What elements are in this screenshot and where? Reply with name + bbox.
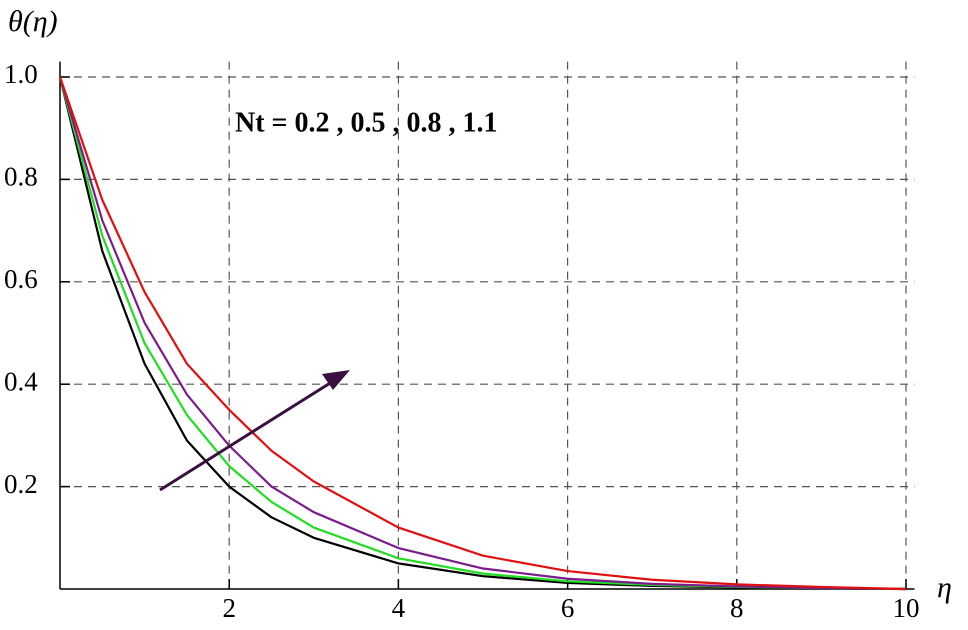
y-tick-label: 1.0 — [4, 59, 38, 89]
line-series — [58, 76, 907, 591]
line-series — [58, 76, 907, 591]
y-tick-label: 0.4 — [4, 366, 38, 396]
y-tick-label: 0.6 — [4, 264, 38, 294]
x-tick-label: 6 — [561, 593, 575, 623]
y-tick-label: 0.8 — [4, 162, 38, 192]
plot-area: 2 4 6 8 10 0.2 0.4 0.6 0.8 1.0 — [4, 59, 920, 623]
y-tick-label: 0.2 — [4, 469, 38, 499]
x-axis-label: η — [937, 571, 952, 604]
x-tick-label: 4 — [392, 593, 406, 623]
line-series — [58, 76, 907, 591]
x-tick-label: 2 — [222, 593, 236, 623]
x-tick-label: 8 — [730, 593, 744, 623]
line-series — [58, 76, 907, 591]
annotation: Nt = 0.2 , 0.5 , 0.8 , 1.1 — [235, 107, 498, 138]
x-tick-label: 10 — [893, 593, 920, 623]
y-axis-label: θ(η) — [8, 5, 58, 38]
trend-arrow — [159, 370, 350, 492]
